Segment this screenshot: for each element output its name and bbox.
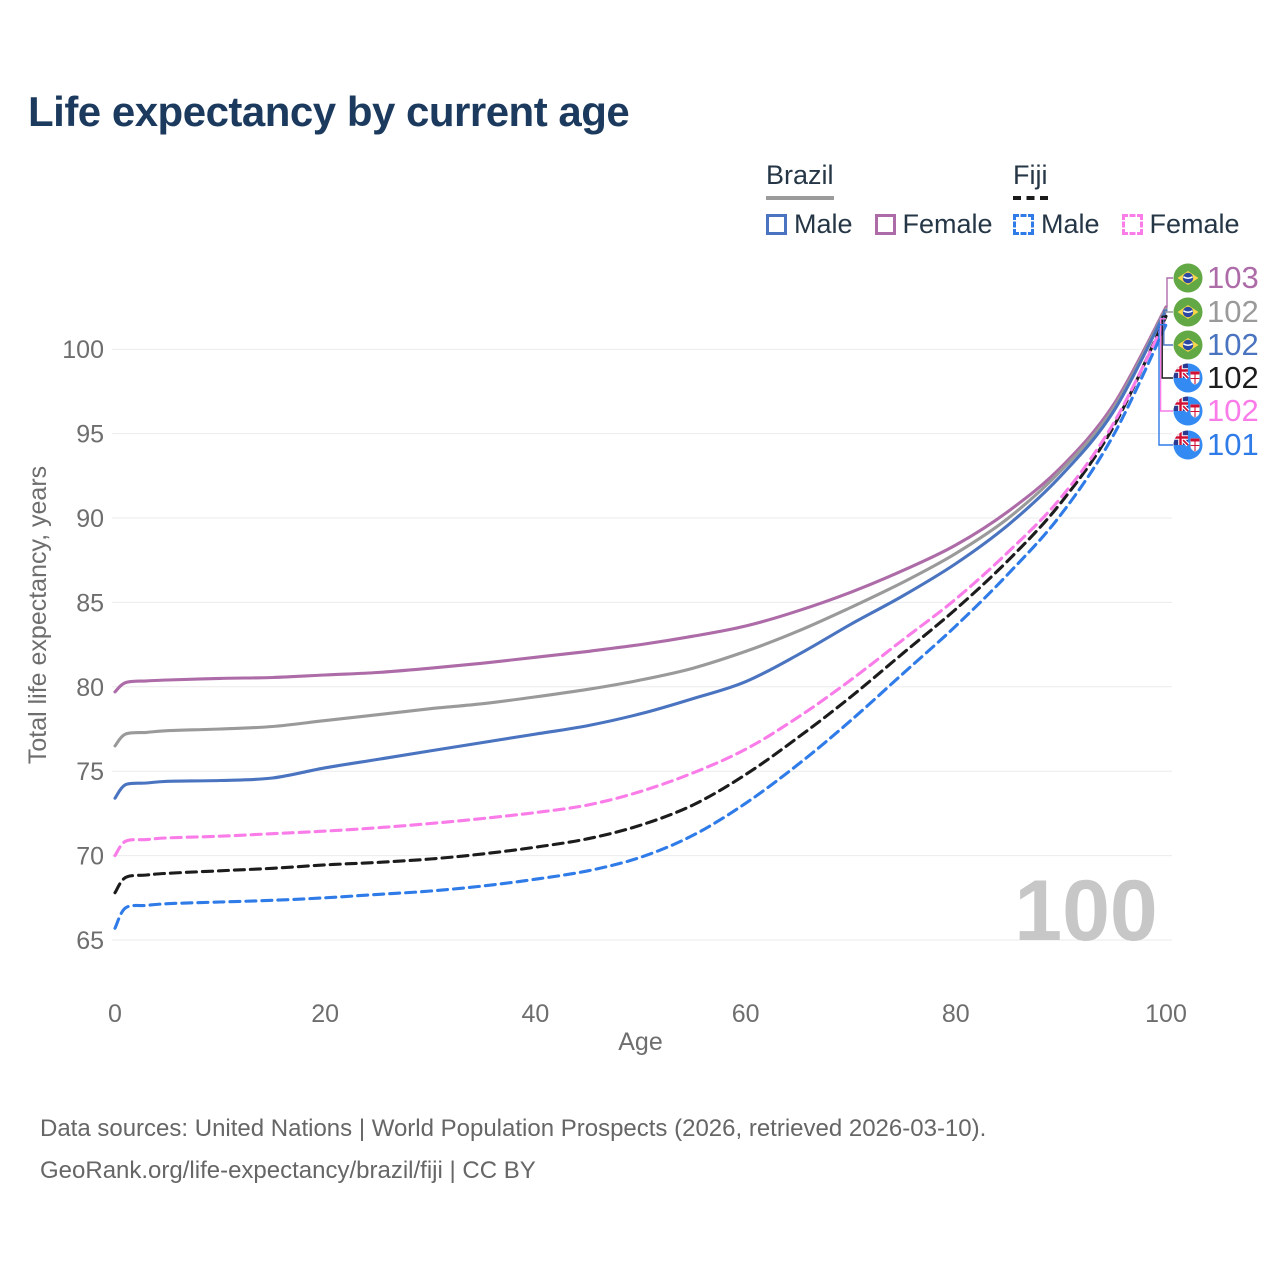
- x-tick-label-20: 20: [311, 1000, 339, 1028]
- end-value-label-brazil-male: 102: [1207, 327, 1259, 362]
- series-line-fiji-male[interactable]: [113, 323, 1168, 930]
- brazil-female-swatch-icon: [874, 214, 896, 235]
- chart-canvas: 65 70 75 80 85 90 95 100 0 20 40 60 80 100 Age Total li…: [24, 260, 1259, 1056]
- legend-item-label: Female: [1149, 209, 1240, 239]
- y-tick-label-65: 65: [76, 927, 104, 955]
- x-tick-label-60: 60: [732, 1000, 760, 1028]
- legend-country-brazil[interactable]: Brazil: [766, 160, 834, 200]
- legend-items-fiji: Male Female: [1013, 209, 1240, 240]
- y-tick-label-100: 100: [62, 336, 104, 364]
- x-tick-label-0: 0: [108, 1000, 122, 1028]
- legend-group-brazil: Brazil Male Female: [766, 160, 993, 240]
- label-connector-brazil-female: [1166, 277, 1173, 308]
- brazil-flag-icon: [1173, 263, 1203, 293]
- legend-item-fiji-male[interactable]: Male: [1013, 209, 1100, 240]
- fiji-male-swatch-icon: [1013, 214, 1034, 235]
- series-line-fiji-female[interactable]: [113, 317, 1168, 858]
- end-value-label-fiji-female: 102: [1207, 393, 1259, 428]
- y-tick-label-70: 70: [76, 843, 104, 871]
- x-tick-label-40: 40: [521, 1000, 549, 1028]
- y-tick-label-80: 80: [76, 674, 104, 702]
- y-tick-label-95: 95: [76, 421, 104, 449]
- label-connector-brazil-male: [1163, 309, 1173, 346]
- y-tick-label-75: 75: [76, 758, 104, 786]
- series-line-fiji[interactable]: [113, 314, 1168, 895]
- legend-item-fiji-female[interactable]: Female: [1121, 209, 1240, 240]
- legend-item-label: Male: [1041, 209, 1100, 239]
- legend-items-brazil: Male Female: [766, 209, 993, 240]
- y-axis-title: Total life expectancy, years: [24, 466, 52, 764]
- age-watermark: 100: [1014, 863, 1158, 959]
- brazil-flag-icon: [1173, 297, 1203, 327]
- fiji-flag-icon: [1173, 430, 1203, 460]
- data-sources-text: Data sources: United Nations | World Pop…: [40, 1115, 987, 1142]
- series-line-brazil-female[interactable]: [113, 305, 1168, 694]
- legend-group-fiji: Fiji Male Female: [1013, 160, 1240, 240]
- fiji-flag-icon: [1173, 363, 1203, 393]
- legend-item-label: Male: [794, 209, 853, 239]
- label-connector-fiji: [1161, 315, 1173, 379]
- series-line-brazil-male[interactable]: [113, 308, 1168, 800]
- end-value-label-brazil: 102: [1207, 294, 1259, 329]
- fiji-female-swatch-icon: [1121, 214, 1143, 235]
- label-connector-fiji-female: [1159, 318, 1173, 412]
- y-tick-label-90: 90: [76, 505, 104, 533]
- x-tick-label-100: 100: [1145, 1000, 1187, 1028]
- chart-title: Life expectancy by current age: [28, 88, 630, 135]
- y-tick-label-85: 85: [76, 589, 104, 617]
- x-axis-title: Age: [618, 1028, 662, 1056]
- footer: Data sources: United Nations | World Pop…: [40, 1108, 986, 1192]
- end-value-label-brazil-female: 103: [1207, 260, 1259, 295]
- fiji-flag-icon: [1173, 396, 1203, 426]
- legend-country-fiji[interactable]: Fiji: [1013, 160, 1048, 200]
- brazil-male-swatch-icon: [766, 214, 787, 235]
- legend-item-brazil-male[interactable]: Male: [766, 209, 853, 240]
- series-line-brazil[interactable]: [113, 307, 1168, 748]
- legend-item-brazil-female[interactable]: Female: [874, 209, 993, 240]
- legend-item-label: Female: [902, 209, 993, 239]
- brazil-flag-icon: [1173, 330, 1203, 360]
- attribution-text: GeoRank.org/life-expectancy/brazil/fiji …: [40, 1157, 536, 1184]
- label-connector-fiji-male: [1158, 324, 1173, 446]
- x-tick-label-80: 80: [942, 1000, 970, 1028]
- end-value-label-fiji-male: 101: [1207, 427, 1259, 462]
- end-value-label-fiji: 102: [1207, 360, 1259, 395]
